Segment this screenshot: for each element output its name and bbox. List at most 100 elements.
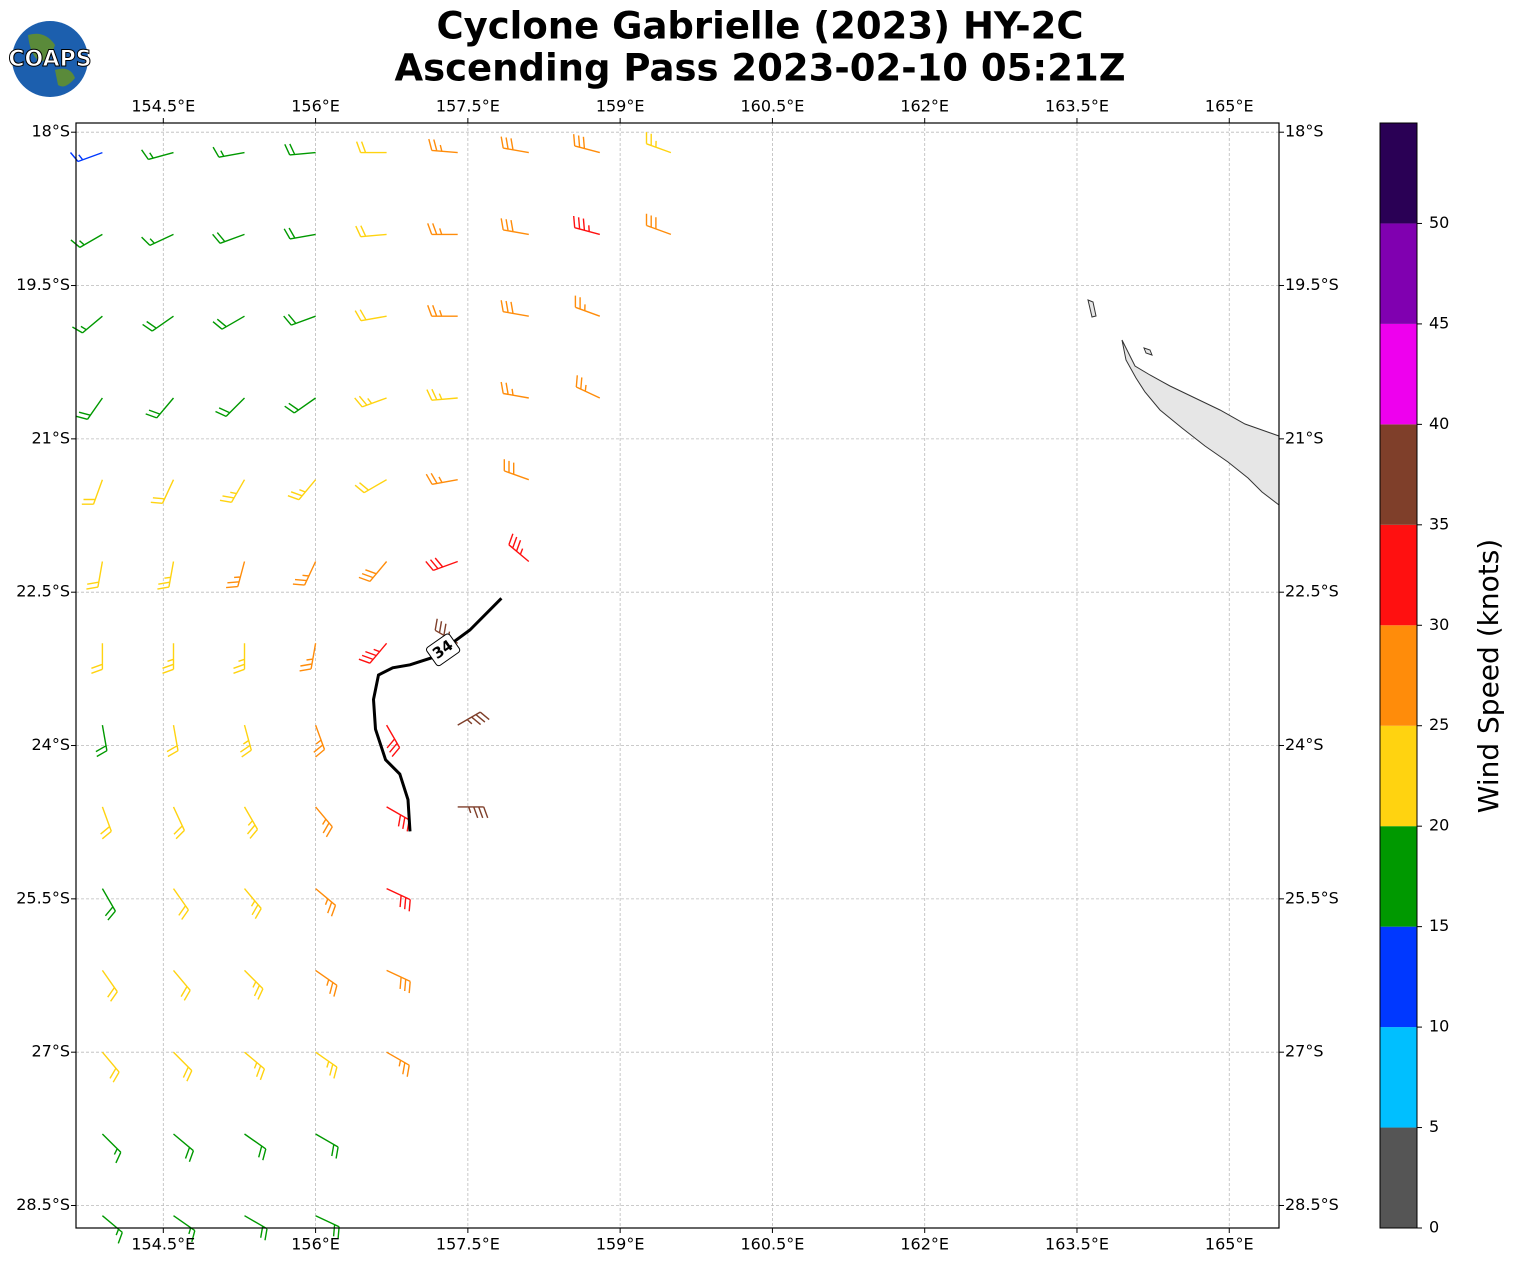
x-tick-label: 162°E xyxy=(900,1235,949,1254)
map-frame xyxy=(75,122,1280,1229)
wind-barb xyxy=(212,146,245,158)
wind-barb xyxy=(157,561,175,590)
wind-barb xyxy=(354,395,387,408)
wind-barb xyxy=(101,969,118,1002)
wind-barb xyxy=(219,479,246,503)
wind-barb xyxy=(101,1051,120,1083)
colorbar-tick-label: 5 xyxy=(1429,1117,1439,1136)
x-tick-label: 163.5°E xyxy=(1045,1235,1109,1254)
colorbar-swatch xyxy=(1380,223,1417,324)
x-tick-label: 160.5°E xyxy=(740,1235,804,1254)
x-tick-label: 156°E xyxy=(291,1235,340,1254)
wind-barb xyxy=(315,888,337,917)
colorbar-tick-label: 10 xyxy=(1429,1017,1449,1036)
y-tick-label: 18°S xyxy=(1285,122,1324,141)
wind-barb xyxy=(425,557,458,572)
wind-barb xyxy=(244,1133,267,1161)
wind-barb xyxy=(101,888,117,921)
colorbar-tick-label: 30 xyxy=(1429,615,1449,634)
wind-barb xyxy=(292,561,317,586)
colorbar-swatch xyxy=(1380,524,1417,626)
wind-barb xyxy=(355,141,387,154)
wind-barb xyxy=(315,969,338,997)
wind-barb xyxy=(81,479,104,505)
wind-barb xyxy=(425,472,458,485)
wind-barb xyxy=(142,315,174,332)
island xyxy=(1087,299,1097,318)
wind-barb xyxy=(141,149,174,161)
contour-label-box xyxy=(426,633,461,667)
wind-barb xyxy=(299,643,317,672)
colorbar-tick-label: 50 xyxy=(1429,213,1449,232)
logo: COAPS xyxy=(8,21,92,97)
wind-barb xyxy=(315,1133,339,1159)
y-tick-label: 27°S xyxy=(31,1042,70,1061)
wind-barb xyxy=(101,1215,123,1244)
wind-barb xyxy=(243,888,262,919)
colorbar-swatch xyxy=(1380,1027,1417,1128)
wind-barb xyxy=(284,397,317,414)
y-tick-label: 28.5°S xyxy=(16,1195,70,1214)
x-tick-label: 154.5°E xyxy=(131,1235,195,1254)
wind-barb xyxy=(173,1133,195,1162)
wind-barb xyxy=(212,315,245,330)
wind-barb xyxy=(283,227,316,240)
colorbar-swatch xyxy=(1380,1127,1417,1228)
wind-barb xyxy=(313,724,326,758)
colorbar-swatch xyxy=(1380,725,1417,827)
wind-barb xyxy=(141,233,174,247)
wind-barb xyxy=(172,969,191,1001)
colorbar-swatch xyxy=(1380,926,1417,1028)
wind-barb xyxy=(354,479,387,494)
wind-barb xyxy=(428,138,458,154)
wind-barb xyxy=(386,1051,410,1077)
wind-barb xyxy=(69,151,103,163)
grid xyxy=(76,123,1279,1228)
colorbar-frame xyxy=(1379,122,1418,1229)
wind-barb xyxy=(239,724,252,758)
colorbar-swatch xyxy=(1380,123,1417,224)
x-tick-label: 157.5°E xyxy=(436,97,500,116)
x-tick-label: 165°E xyxy=(1205,97,1254,116)
y-tick-label: 25.5°S xyxy=(16,888,70,907)
wind-barb xyxy=(100,806,112,840)
wind-barb xyxy=(386,887,411,912)
colorbar-tick-label: 45 xyxy=(1429,313,1449,332)
x-tick-label: 159°E xyxy=(596,1235,645,1254)
land xyxy=(1087,299,1280,507)
wind-barb xyxy=(508,533,530,563)
wind-barb xyxy=(101,1133,122,1164)
x-tick-label: 159°E xyxy=(596,97,645,116)
wind-barb xyxy=(172,888,189,920)
y-tick-label: 22.5°S xyxy=(16,582,70,601)
colorbar-swatch xyxy=(1380,323,1417,425)
x-tick-label: 165°E xyxy=(1205,1235,1254,1254)
wind-barb xyxy=(315,806,333,838)
wind-barb xyxy=(173,1051,193,1082)
wind-barb xyxy=(72,315,103,334)
y-tick-label: 19.5°S xyxy=(16,275,70,294)
wind-barb xyxy=(76,397,103,420)
contour-label-group: 34 xyxy=(426,633,461,667)
wind-barb xyxy=(573,215,600,236)
wind-barbs xyxy=(69,132,672,1244)
wind-barb xyxy=(212,232,245,244)
wind-barb xyxy=(91,643,104,674)
x-tick-label: 163.5°E xyxy=(1045,97,1109,116)
wind-barb xyxy=(500,136,529,154)
wind-barb xyxy=(244,1051,266,1081)
wind-barb xyxy=(284,143,316,156)
wind-barb xyxy=(283,313,316,326)
chart-subtitle: Ascending Pass 2023-02-10 05:21Z xyxy=(394,47,1125,90)
wind-barb xyxy=(645,213,672,236)
colorbar-tick-label: 20 xyxy=(1429,816,1449,835)
colorbar-tick-label: 35 xyxy=(1429,514,1449,533)
new-caledonia xyxy=(1121,339,1280,507)
wind-barb xyxy=(145,397,175,419)
wind-barb xyxy=(575,375,601,399)
wind-barb xyxy=(427,223,458,236)
wind-barb xyxy=(243,806,259,839)
wind-barb xyxy=(358,561,388,583)
logo-text: COAPS xyxy=(8,47,91,72)
